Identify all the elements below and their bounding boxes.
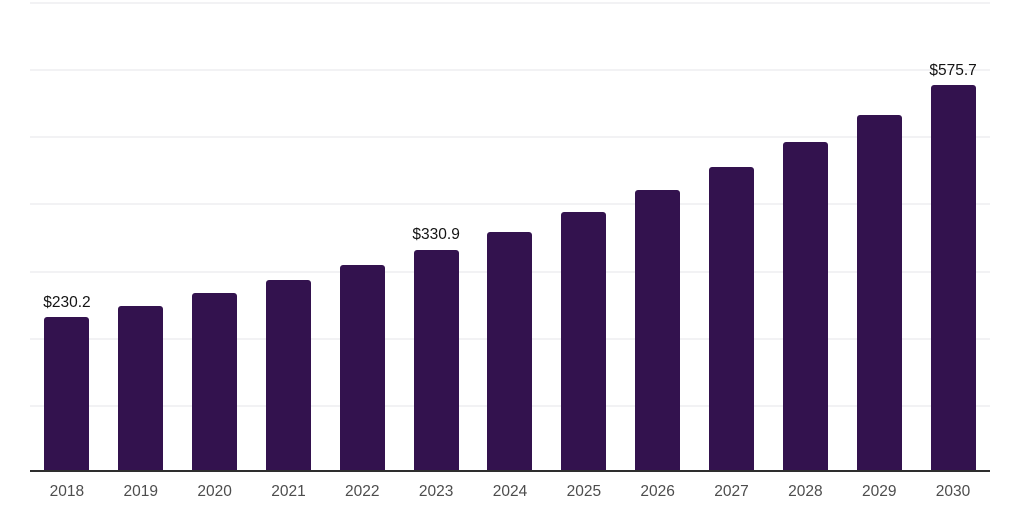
bar-2021 — [265, 279, 311, 472]
bar-slot-2018: $230.2 — [30, 2, 104, 472]
bar-slot-2028 — [768, 2, 842, 472]
bar-2020 — [192, 293, 238, 472]
x-tick-2024: 2024 — [492, 483, 528, 500]
bar-2018 — [44, 317, 90, 472]
x-tick-2030: 2030 — [935, 483, 971, 500]
x-tick-2022: 2022 — [345, 483, 380, 500]
bar-2022 — [339, 265, 385, 472]
gridline-700 — [30, 2, 990, 4]
data-label-2030: $575.7 — [929, 61, 977, 79]
bar-slot-2027 — [695, 2, 769, 472]
bar-2027 — [709, 167, 755, 472]
bar-slot-2023: $330.9 — [399, 2, 473, 472]
x-tick-2029: 2029 — [861, 483, 897, 500]
bar-slot-2021 — [252, 2, 326, 472]
bar-slot-2022 — [325, 2, 399, 472]
x-tick-2019: 2019 — [123, 483, 158, 500]
bar-slot-2019 — [104, 2, 178, 472]
gridline-400 — [30, 203, 990, 206]
bar-slot-2024 — [473, 2, 547, 472]
x-tick-2023: 2023 — [418, 483, 454, 500]
gridline-600 — [30, 69, 990, 72]
x-axis-line — [30, 470, 990, 472]
plot-area: $230.2 $330.9 $575.7 — [30, 2, 990, 472]
bar-2026 — [635, 190, 681, 472]
x-tick-2021: 2021 — [271, 483, 306, 500]
x-tick-2020: 2020 — [197, 483, 232, 500]
bar-slot-2030: $575.7 — [916, 2, 990, 472]
x-tick-2018: 2018 — [49, 483, 85, 500]
bar-slot-2026 — [621, 2, 695, 472]
x-tick-2026: 2026 — [640, 483, 675, 500]
bar-slot-2020 — [178, 2, 252, 472]
bar-2028 — [782, 142, 828, 472]
bar-2025 — [561, 211, 607, 472]
data-label-2023: $330.9 — [412, 226, 460, 244]
bar-slot-2025 — [547, 2, 621, 472]
bar-2029 — [856, 114, 902, 472]
bar-2024 — [487, 231, 533, 472]
data-label-2018: $230.2 — [43, 293, 91, 311]
bars-container: $230.2 $330.9 $575.7 — [30, 2, 990, 472]
x-tick-2027: 2027 — [714, 483, 749, 500]
bar-2030 — [930, 85, 976, 472]
x-tick-2025: 2025 — [566, 483, 602, 500]
bar-2019 — [118, 305, 164, 472]
x-tick-2028: 2028 — [788, 483, 823, 500]
bar-2023 — [413, 249, 459, 472]
bar-slot-2029 — [842, 2, 916, 472]
x-axis-labels: 2018 2019 2020 2021 2022 2023 2024 2025 2026 2027… — [30, 483, 990, 500]
gridline-500 — [30, 136, 990, 139]
